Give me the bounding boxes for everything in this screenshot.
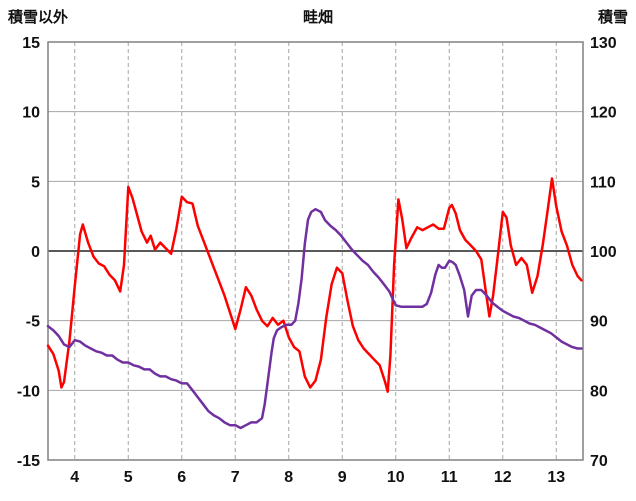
left-axis-tick-label: 5 [31, 174, 40, 191]
series-line-1 [46, 207, 583, 430]
x-axis-tick-label: 10 [387, 469, 405, 486]
series-line-0 [46, 177, 583, 393]
chart-title: 畦畑 [302, 9, 333, 26]
right-axis-tick-label: 130 [590, 35, 617, 52]
right-axis-tick-label: 90 [590, 314, 608, 331]
x-axis-tick-label: 9 [338, 469, 347, 486]
right-axis-title: 積雪 [597, 9, 628, 26]
right-axis-tick-label: 80 [590, 383, 608, 400]
left-axis-tick-label: 15 [22, 35, 40, 52]
left-axis-tick-label: -15 [17, 453, 40, 470]
x-axis-tick-label: 5 [124, 469, 133, 486]
x-axis-tick-label: 13 [547, 469, 565, 486]
left-axis-tick-label: -10 [17, 383, 40, 400]
left-axis-tick-label: 10 [22, 105, 40, 122]
x-axis-tick-label: 7 [231, 469, 240, 486]
x-axis-tick-label: 8 [284, 469, 293, 486]
right-axis-tick-label: 100 [590, 244, 617, 261]
right-axis-tick-label: 120 [590, 105, 617, 122]
right-axis-tick-label: 70 [590, 453, 608, 470]
left-axis-tick-label: -5 [26, 314, 40, 331]
right-axis-tick-label: 110 [590, 174, 616, 191]
x-axis-tick-label: 11 [441, 469, 458, 486]
left-axis-tick-label: 0 [31, 244, 40, 261]
x-axis-tick-label: 4 [70, 469, 79, 486]
x-axis-tick-label: 12 [494, 469, 512, 486]
plot-frame [47, 41, 584, 461]
left-axis-title: 積雪以外 [8, 9, 69, 26]
x-axis-tick-label: 6 [177, 469, 186, 486]
